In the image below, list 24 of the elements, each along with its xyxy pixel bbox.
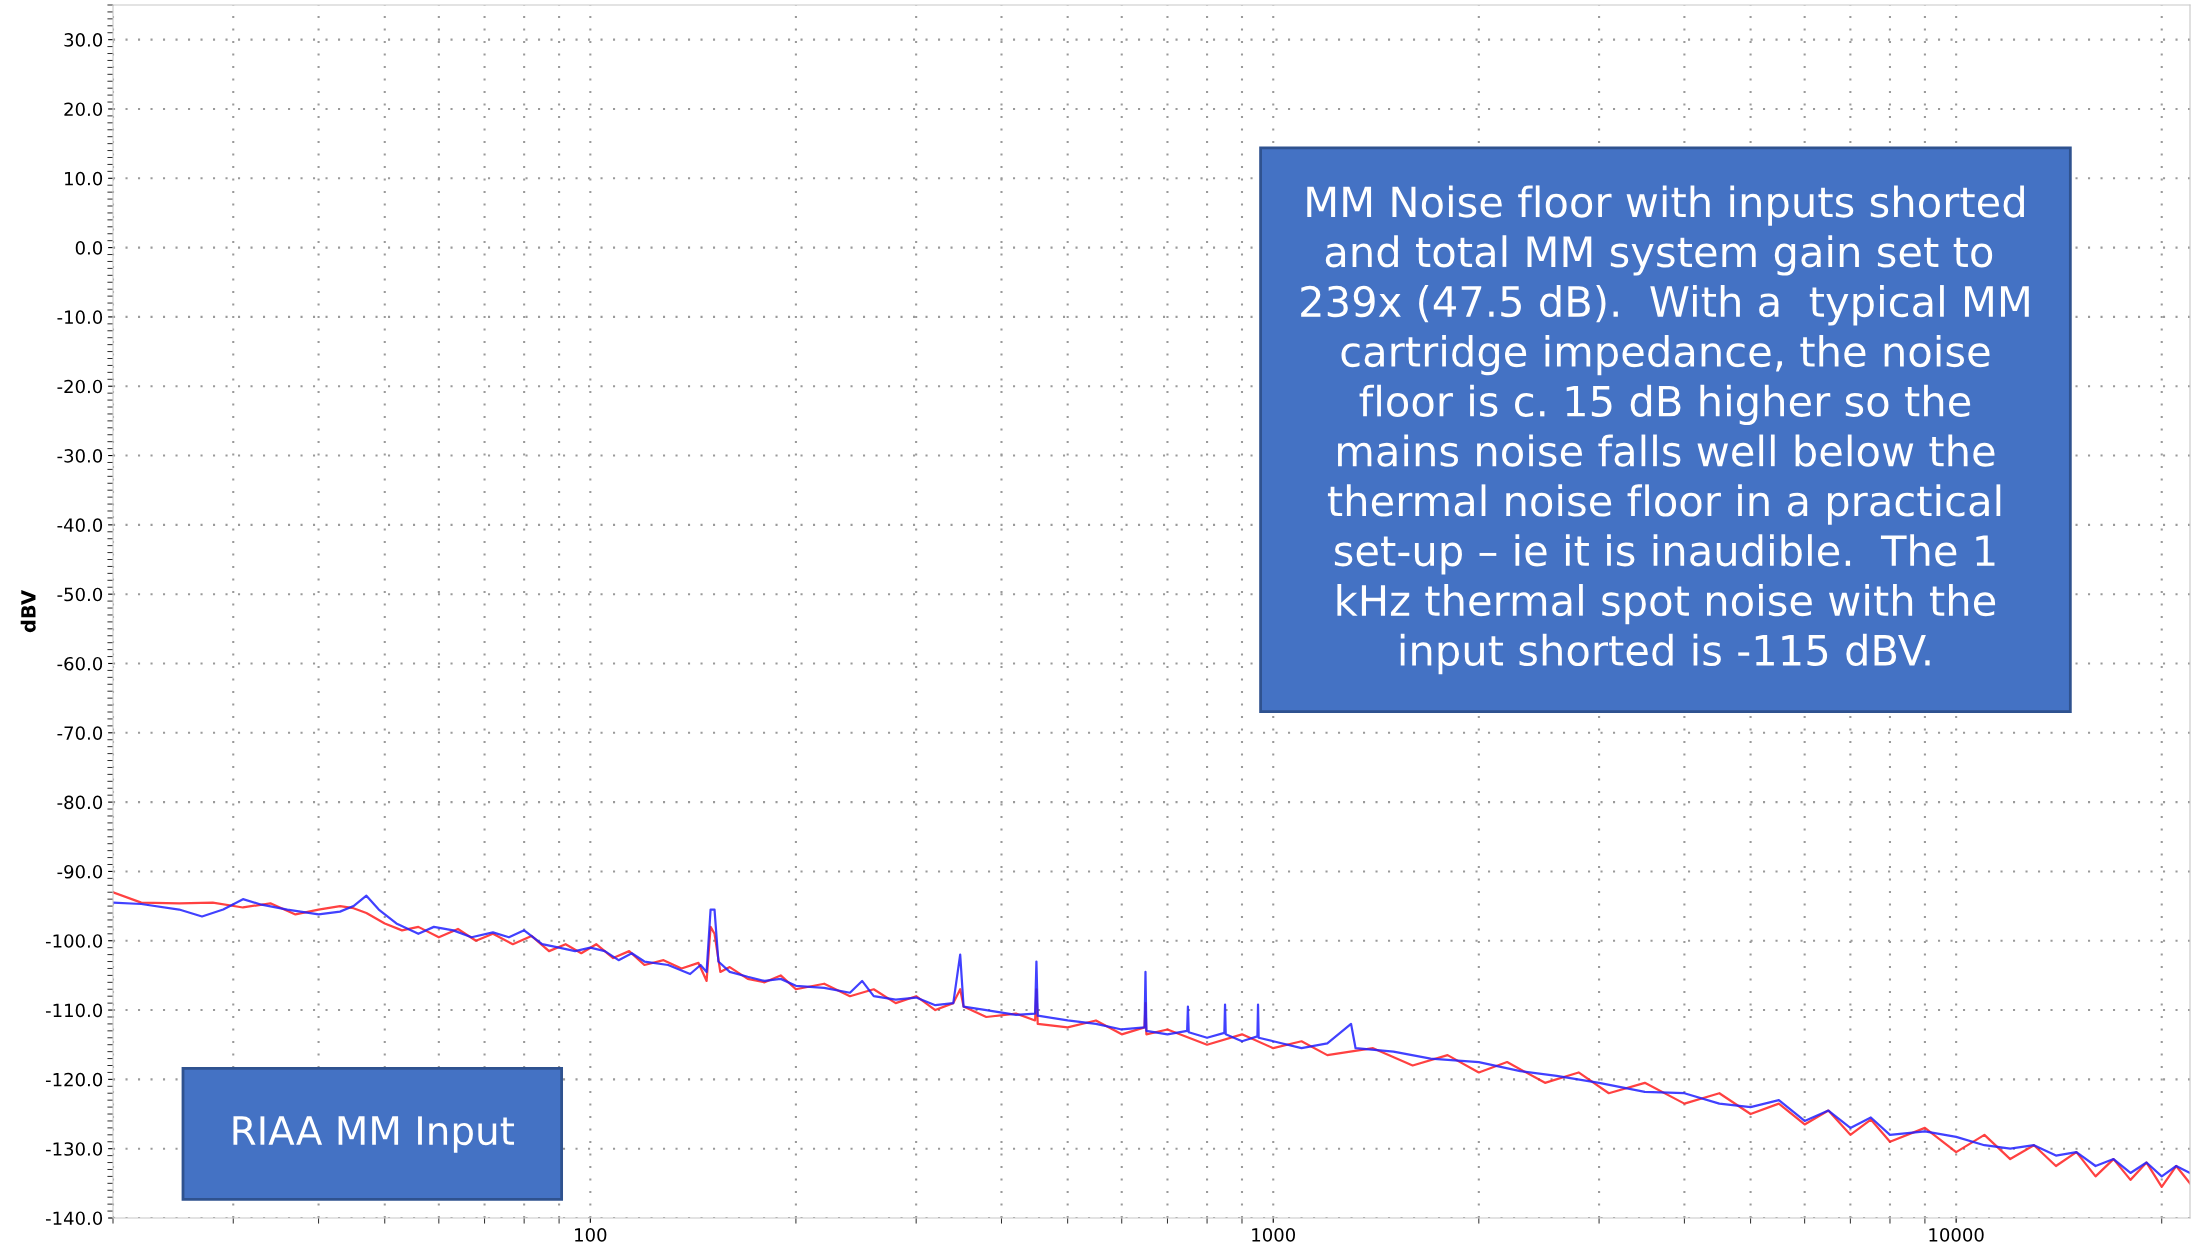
text: MM Noise floor with inputs shorted and total MM system gain set to 239x (47.5 dB). With a typical MM cartridge impedance, the noise floor is c. 15 dB higher so the mains noise falls well below the thermal noise floor in a practical set-up – ie it is inaudible. The 1 kHz thermal spot noise with the input shorted is -115 dBV. bbox=[1301, 185, 2029, 675]
y-tick-label: -30.0 bbox=[57, 449, 103, 463]
y-tick-label: -100.0 bbox=[45, 934, 103, 948]
y-tick-label: -120.0 bbox=[45, 1072, 103, 1087]
y-tick-label: -10.0 bbox=[57, 310, 103, 325]
y-tick-label: -130.0 bbox=[45, 1142, 103, 1156]
y-tick-label: -70.0 bbox=[57, 726, 103, 740]
y-tick-label: -90.0 bbox=[57, 864, 103, 879]
y-axis-title: dBV bbox=[20, 590, 36, 633]
y-tick-label: -40.0 bbox=[57, 518, 103, 532]
y-tick-label: -60.0 bbox=[57, 656, 103, 671]
y-tick-label: 0.0 bbox=[75, 241, 103, 255]
y-tick-label: -140.0 bbox=[45, 1211, 103, 1226]
y-tick-label: 20.0 bbox=[64, 102, 103, 117]
x-tick-label: 100 bbox=[575, 1228, 607, 1242]
y-tick-label: -20.0 bbox=[57, 379, 103, 394]
y-tick-label: 30.0 bbox=[64, 33, 103, 47]
x-tick-label: 1000 bbox=[1252, 1228, 1296, 1242]
y-tick-label: -80.0 bbox=[57, 795, 103, 810]
annotation: RIAA MM Input bbox=[233, 1116, 515, 1153]
y-tick-label: -50.0 bbox=[57, 587, 103, 602]
x-tick-label: 10000 bbox=[1929, 1228, 1984, 1242]
y-tick-label: -110.0 bbox=[45, 1003, 103, 1018]
y-tick-label: 10.0 bbox=[65, 171, 103, 186]
